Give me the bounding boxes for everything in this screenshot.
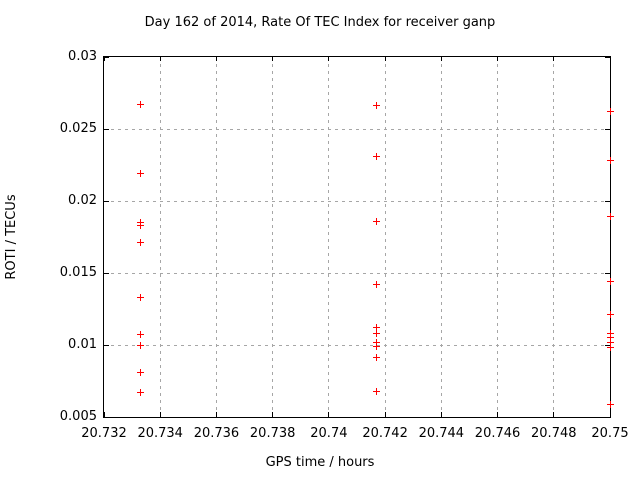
data-point-marker bbox=[373, 324, 381, 332]
y-tick-mark-right bbox=[605, 416, 610, 418]
data-point-marker bbox=[373, 387, 381, 395]
x-tick-label: 20.75 bbox=[591, 426, 629, 441]
x-tick-label: 20.744 bbox=[418, 426, 465, 441]
data-point-marker bbox=[373, 102, 381, 110]
y-tick-label: 0.015 bbox=[59, 265, 97, 280]
y-tick-label: 0.025 bbox=[59, 121, 97, 136]
x-tick-label: 20.738 bbox=[249, 426, 296, 441]
x-tick-label: 20.742 bbox=[362, 426, 408, 441]
y-tick-mark-right bbox=[605, 56, 610, 58]
data-point-marker bbox=[373, 342, 381, 350]
y-tick-label: 0.01 bbox=[68, 337, 97, 352]
y-tick-mark-left bbox=[104, 200, 109, 202]
grid-line-vertical bbox=[384, 57, 386, 417]
x-tick-label: 20.734 bbox=[137, 426, 183, 441]
data-point-marker bbox=[373, 152, 381, 160]
data-point-marker bbox=[137, 101, 145, 109]
chart-title: Day 162 of 2014, Rate Of TEC Index for r… bbox=[144, 15, 496, 30]
data-point-marker bbox=[137, 341, 145, 349]
data-point-marker bbox=[606, 278, 614, 286]
x-tick-mark-bottom bbox=[384, 412, 386, 417]
x-tick-mark-bottom bbox=[609, 412, 611, 417]
x-tick-mark-bottom bbox=[272, 412, 274, 417]
y-tick-mark-left bbox=[104, 272, 109, 274]
data-point-marker bbox=[137, 368, 145, 376]
x-tick-mark-top bbox=[103, 57, 105, 61]
x-tick-mark-top bbox=[328, 57, 330, 61]
x-tick-mark-bottom bbox=[215, 412, 217, 417]
grid-line-horizontal bbox=[104, 272, 610, 274]
x-tick-label: 20.746 bbox=[474, 426, 521, 441]
x-tick-mark-top bbox=[215, 57, 217, 61]
data-point-marker bbox=[606, 400, 614, 408]
x-tick-mark-top bbox=[497, 57, 499, 61]
data-point-marker bbox=[606, 329, 614, 337]
grid-line-vertical bbox=[497, 57, 499, 417]
data-point-marker bbox=[606, 157, 614, 165]
data-point-marker bbox=[606, 344, 614, 352]
data-point-marker bbox=[373, 354, 381, 362]
data-point-marker bbox=[606, 338, 614, 346]
grid-line-vertical bbox=[272, 57, 274, 417]
x-tick-mark-bottom bbox=[497, 412, 499, 417]
grid-line-horizontal bbox=[104, 200, 610, 202]
x-tick-mark-bottom bbox=[328, 412, 330, 417]
grid-line-vertical bbox=[328, 57, 330, 417]
x-axis-label: GPS time / hours bbox=[265, 455, 375, 470]
x-tick-mark-top bbox=[609, 57, 611, 61]
x-tick-mark-bottom bbox=[159, 412, 161, 417]
y-tick-mark-left bbox=[104, 416, 109, 418]
data-point-marker bbox=[137, 331, 145, 339]
x-tick-mark-bottom bbox=[440, 412, 442, 417]
grid-line-vertical bbox=[215, 57, 217, 417]
data-point-marker bbox=[606, 334, 614, 342]
y-tick-mark-left bbox=[104, 128, 109, 130]
y-tick-label: 0.02 bbox=[68, 193, 97, 208]
x-tick-label: 20.748 bbox=[531, 426, 577, 441]
data-point-marker bbox=[137, 170, 145, 178]
data-point-marker bbox=[137, 293, 145, 301]
x-tick-mark-top bbox=[384, 57, 386, 61]
x-tick-mark-bottom bbox=[103, 412, 105, 417]
x-tick-mark-bottom bbox=[553, 412, 555, 417]
data-point-marker bbox=[137, 239, 145, 247]
y-tick-mark-left bbox=[104, 56, 109, 58]
grid-line-horizontal bbox=[104, 344, 610, 346]
grid-line-vertical bbox=[440, 57, 442, 417]
plot-area bbox=[103, 56, 614, 418]
x-tick-mark-top bbox=[553, 57, 555, 61]
y-tick-label: 0.03 bbox=[68, 49, 97, 64]
y-tick-mark-right bbox=[605, 128, 610, 130]
data-point-marker bbox=[137, 221, 145, 229]
x-tick-mark-top bbox=[272, 57, 274, 61]
grid-line-vertical bbox=[159, 57, 161, 417]
data-point-marker bbox=[606, 108, 614, 116]
data-point-marker bbox=[137, 389, 145, 397]
grid-line-horizontal bbox=[104, 128, 610, 130]
data-point-marker bbox=[373, 338, 381, 346]
y-axis-label: ROTI / TECUs bbox=[4, 194, 19, 280]
y-tick-mark-right bbox=[605, 344, 610, 346]
y-tick-mark-right bbox=[605, 200, 610, 202]
y-tick-label: 0.005 bbox=[59, 409, 97, 424]
data-point-marker bbox=[606, 311, 614, 319]
x-tick-label: 20.74 bbox=[310, 426, 348, 441]
x-tick-mark-top bbox=[159, 57, 161, 61]
x-tick-label: 20.736 bbox=[193, 426, 240, 441]
x-tick-label: 20.732 bbox=[81, 426, 127, 441]
data-point-marker bbox=[373, 217, 381, 225]
data-point-marker bbox=[373, 281, 381, 289]
data-point-marker bbox=[373, 329, 381, 337]
y-tick-mark-left bbox=[104, 344, 109, 346]
y-tick-mark-right bbox=[605, 272, 610, 274]
grid-line-vertical bbox=[553, 57, 555, 417]
data-point-marker bbox=[606, 213, 614, 221]
x-tick-mark-top bbox=[440, 57, 442, 61]
